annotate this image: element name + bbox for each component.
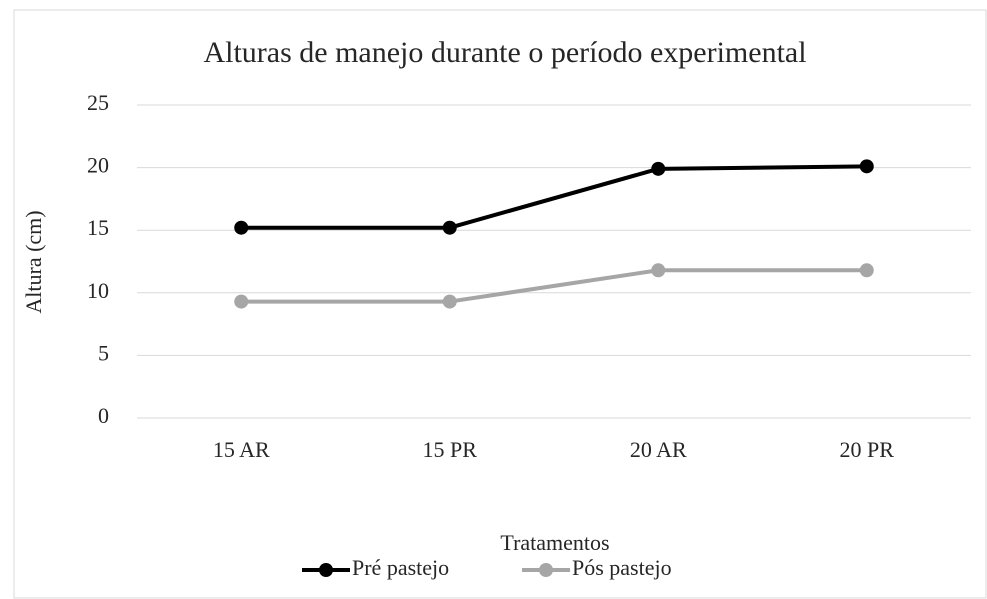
x-tick-label: 20 PR [840, 437, 895, 462]
data-point [234, 294, 249, 309]
data-point [651, 161, 666, 176]
data-point [859, 159, 874, 174]
legend-marker [319, 563, 333, 577]
y-tick-label: 5 [98, 340, 109, 365]
chart-title: Alturas de manejo durante o período expe… [203, 36, 806, 69]
y-tick-label: 25 [87, 90, 109, 115]
chart-border [13, 9, 987, 599]
data-point [859, 263, 874, 278]
x-axis-label: Tratamentos [500, 530, 609, 555]
y-tick-label: 15 [87, 215, 109, 240]
data-point [442, 220, 457, 235]
y-tick-label: 10 [87, 278, 109, 303]
x-tick-label: 20 AR [630, 437, 687, 462]
legend-marker [539, 563, 553, 577]
series-line [241, 268, 867, 304]
legend-label: Pós pastejo [572, 555, 672, 580]
x-tick-label: 15 AR [213, 437, 270, 462]
y-tick-label: 20 [87, 153, 109, 178]
x-tick-label: 15 PR [423, 437, 478, 462]
data-point [442, 294, 457, 309]
y-axis-label: Altura (cm) [21, 210, 46, 313]
legend-label: Pré pastejo [352, 555, 449, 580]
data-point [234, 220, 249, 235]
y-tick-label: 0 [98, 403, 109, 428]
data-point [651, 263, 666, 278]
series-line [241, 164, 867, 230]
